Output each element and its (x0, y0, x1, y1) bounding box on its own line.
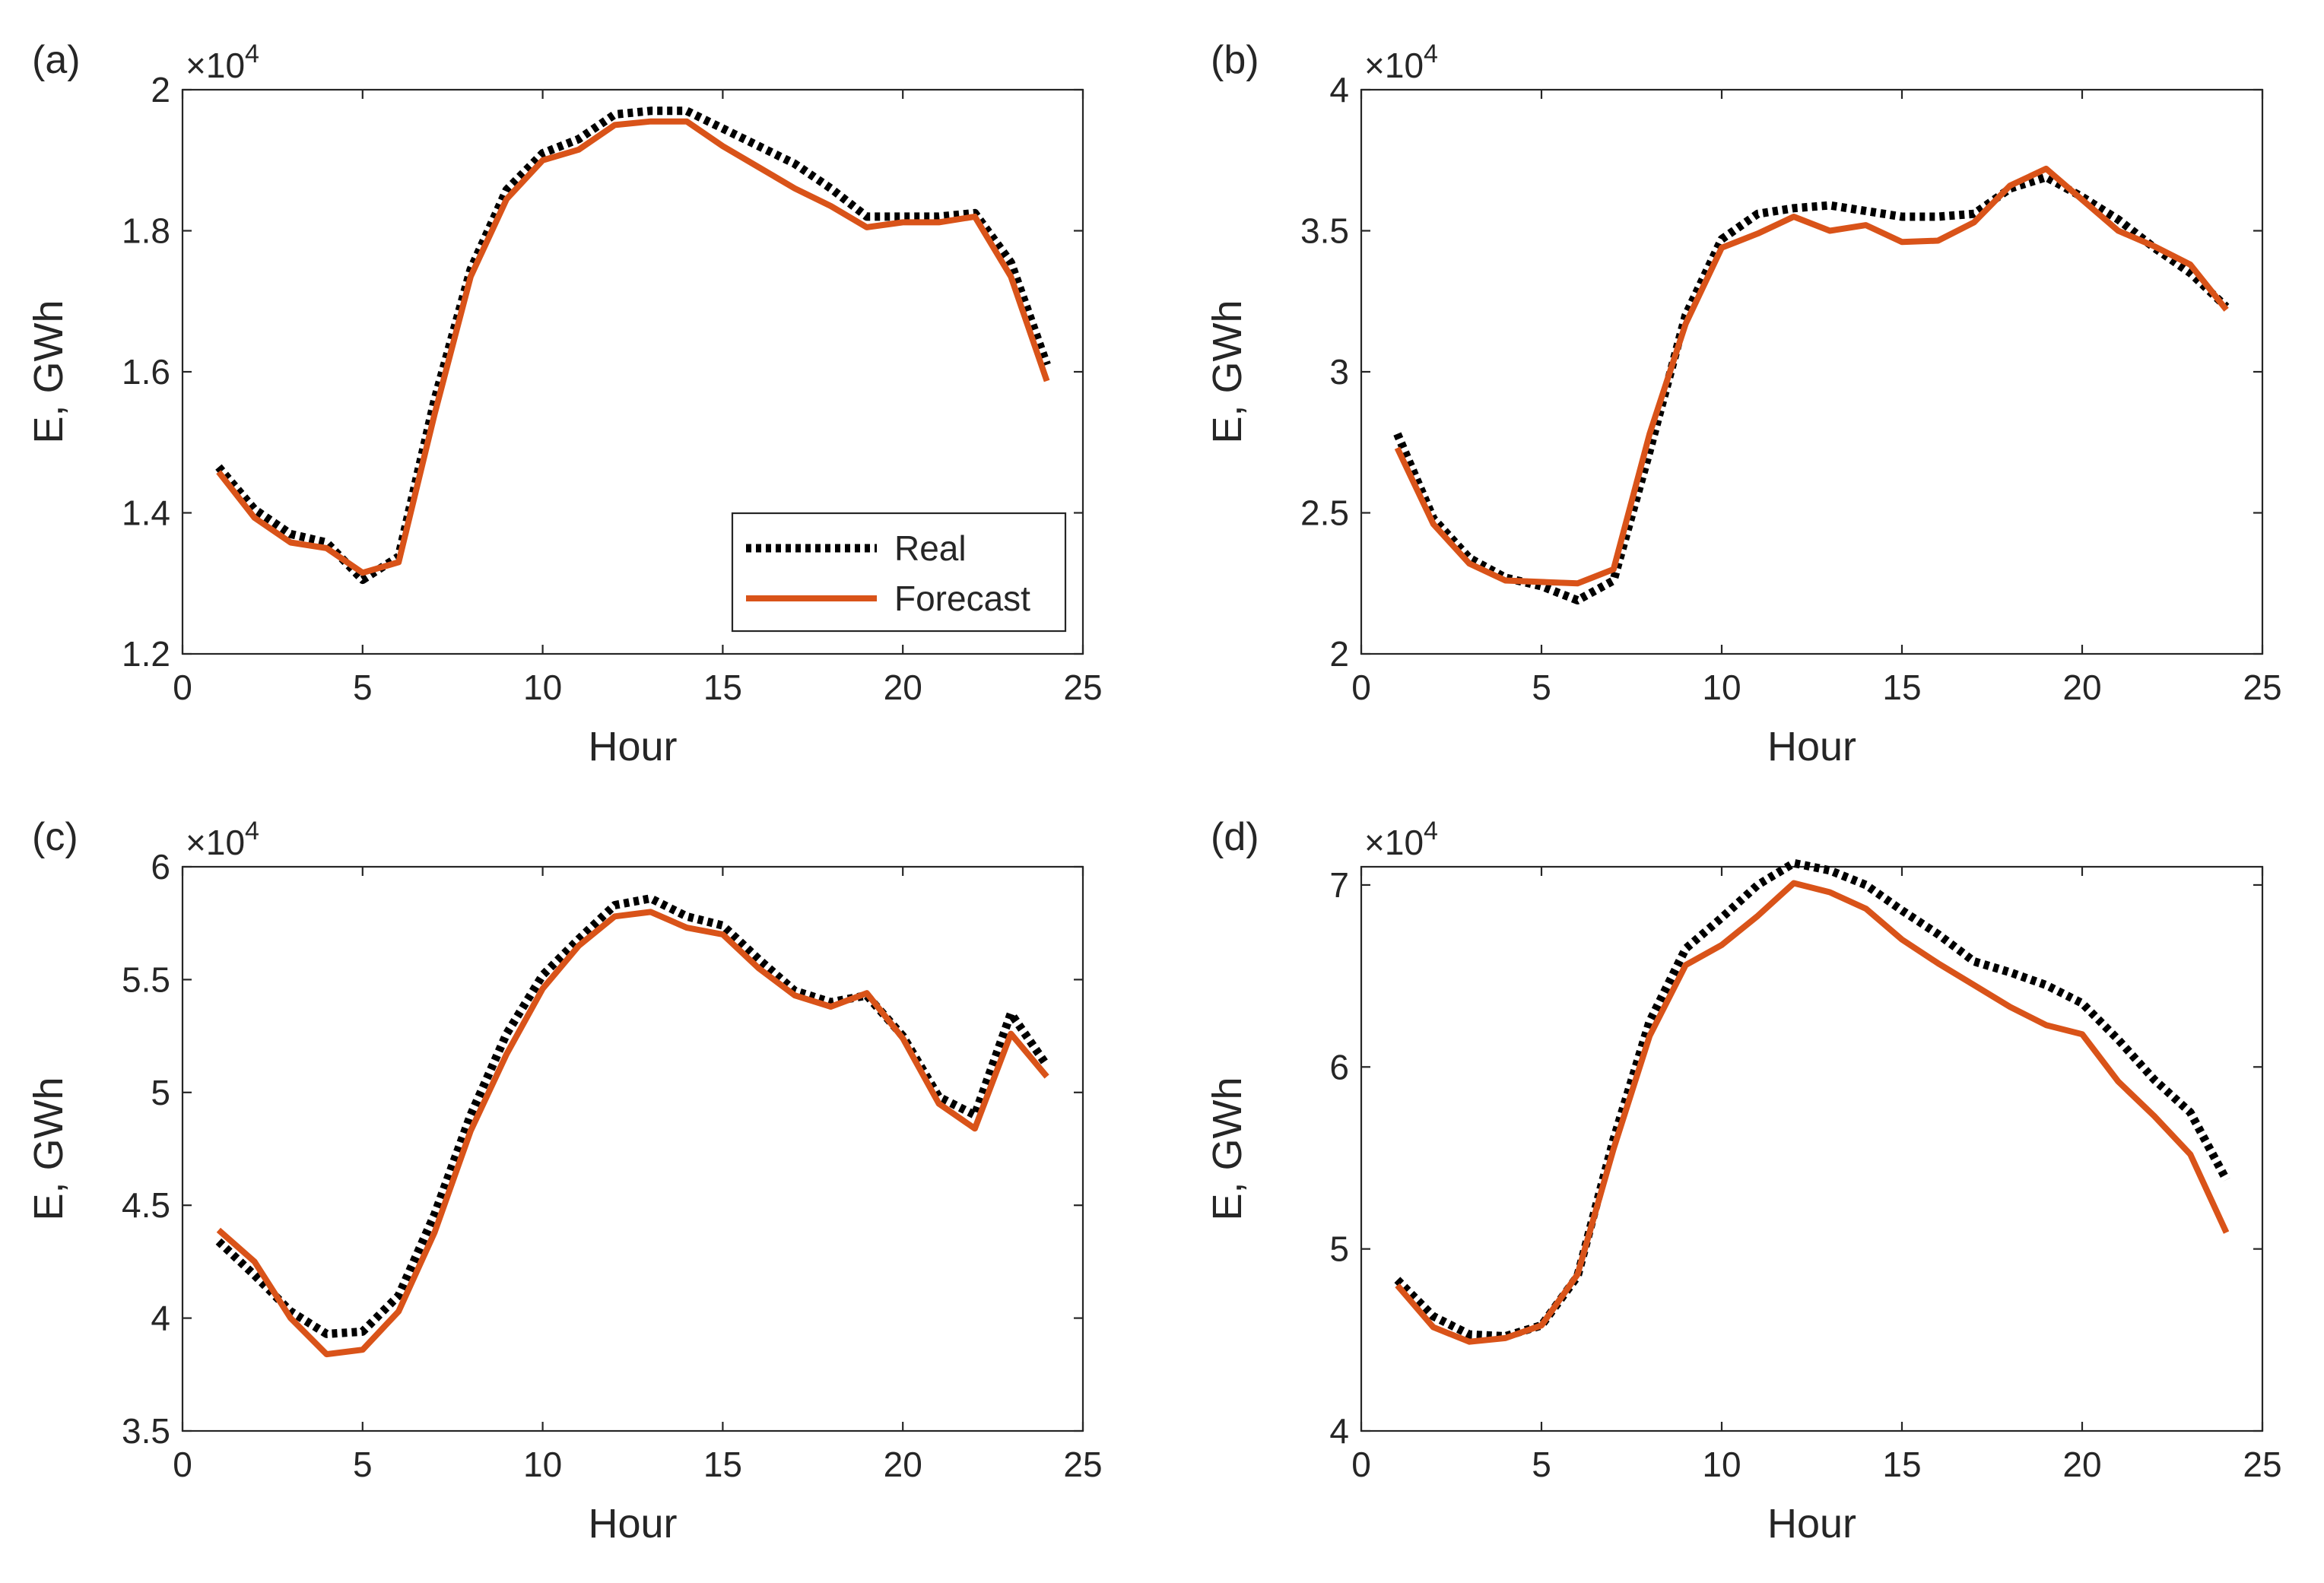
legend-box (731, 512, 1067, 633)
y-tick-label: 4 (151, 1299, 170, 1338)
legend-label-real: Real (894, 528, 967, 568)
series-line-real (215, 894, 1051, 1338)
x-tick-label: 5 (1532, 668, 1551, 707)
y-tick-label: 5 (1329, 1229, 1349, 1269)
exponent-base: ×10 (1364, 823, 1424, 862)
y-tick-label: 1.4 (122, 493, 170, 533)
x-tick-label: 20 (2062, 1445, 2101, 1484)
series-line-forecast (216, 118, 1050, 576)
exponent-base: ×10 (1364, 46, 1424, 85)
x-tick-label: 5 (353, 668, 373, 707)
legend: Real Forecast (731, 512, 1067, 633)
y-axis-label: E, GWh (26, 300, 71, 443)
exponent-label: ×104 (186, 40, 259, 85)
y-tick-label: 5 (151, 1073, 170, 1112)
exponent-power: 4 (245, 40, 259, 68)
y-tick-label: 4 (1329, 1411, 1349, 1451)
x-tick-label: 10 (523, 668, 562, 707)
axes-box (1360, 88, 2264, 655)
panel-label: (a) (32, 38, 81, 82)
x-axis-label: Hour (1767, 1501, 1856, 1547)
panel-label: (b) (1211, 38, 1259, 82)
exponent-label: ×104 (186, 817, 259, 862)
panel-label: (d) (1211, 815, 1259, 859)
x-tick-label: 20 (884, 668, 922, 707)
y-axis-label: E, GWh (1205, 1077, 1250, 1220)
x-tick-label: 25 (1063, 668, 1102, 707)
x-tick-label: 20 (2062, 668, 2101, 707)
x-tick-label: 0 (1351, 668, 1371, 707)
exponent-power: 4 (1424, 40, 1438, 68)
exponent-label: ×104 (1364, 40, 1438, 85)
y-tick-label: 1.2 (122, 634, 170, 674)
panel-label: (c) (32, 815, 78, 859)
y-tick-label: 3.5 (1300, 211, 1349, 251)
series-line-forecast (1394, 165, 2229, 587)
y-axis-label: E, GWh (26, 1077, 71, 1220)
x-tick-label: 5 (1532, 1445, 1551, 1484)
y-tick-label: 7 (1329, 865, 1349, 905)
y-tick-label: 2 (151, 70, 170, 109)
exponent-base: ×10 (186, 46, 245, 85)
x-tick-label: 10 (523, 1445, 562, 1484)
x-axis-label: Hour (588, 724, 677, 769)
x-axis-label: Hour (588, 1501, 677, 1547)
exponent-power: 4 (1424, 817, 1438, 845)
x-tick-label: 25 (2243, 1445, 2281, 1484)
exponent-label: ×104 (1364, 817, 1438, 862)
y-tick-label: 4 (1329, 70, 1349, 109)
y-tick-label: 2 (1329, 634, 1349, 674)
x-tick-label: 0 (1351, 1445, 1371, 1484)
x-axis-label: Hour (1767, 724, 1856, 769)
x-tick-label: 5 (353, 1445, 373, 1484)
exponent-power: 4 (245, 817, 259, 845)
y-tick-label: 3.5 (122, 1411, 170, 1451)
y-tick-label: 5.5 (122, 960, 170, 999)
y-tick-label: 1.8 (122, 211, 170, 251)
y-tick-label: 1.6 (122, 352, 170, 392)
panel-a: 0 5 10 15 20 25 1.2 1.4 1.6 1.8 2 ×104 (a) Hour E, GWh… (26, 38, 1103, 769)
x-tick-label: 10 (1702, 1445, 1741, 1484)
x-tick-label: 15 (703, 668, 742, 707)
x-tick-label: 20 (884, 1445, 922, 1484)
y-tick-label: 4.5 (122, 1185, 170, 1225)
x-tick-label: 0 (173, 668, 192, 707)
legend-label-forecast: Forecast (894, 579, 1030, 618)
y-tick-label: 2.5 (1300, 493, 1349, 533)
x-tick-label: 25 (1063, 1445, 1102, 1484)
series-line-real (215, 106, 1051, 585)
y-axis-label: E, GWh (1205, 300, 1250, 443)
series-line-forecast (1395, 880, 2230, 1345)
axes-box (1360, 865, 2264, 1432)
x-tick-label: 25 (2243, 668, 2281, 707)
y-tick-label: 6 (151, 847, 170, 887)
x-tick-label: 15 (703, 1445, 742, 1484)
x-tick-label: 15 (1882, 668, 1921, 707)
y-tick-label: 3 (1329, 352, 1349, 392)
exponent-base: ×10 (186, 823, 245, 862)
x-tick-label: 10 (1702, 668, 1741, 707)
series-line-forecast (216, 909, 1049, 1358)
x-tick-label: 15 (1882, 1445, 1921, 1484)
y-tick-label: 6 (1329, 1047, 1349, 1087)
x-tick-label: 0 (173, 1445, 192, 1484)
